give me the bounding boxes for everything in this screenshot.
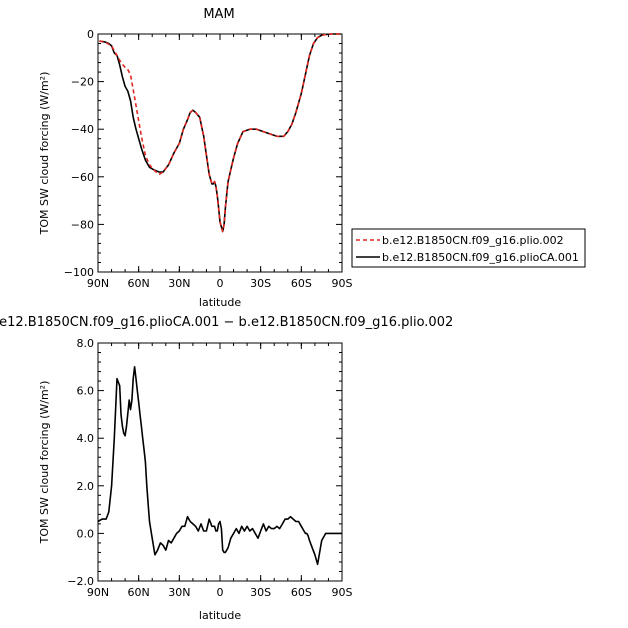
bottom-x-tick-label: 0 xyxy=(217,586,224,599)
bottom-y-tick-label: 0.0 xyxy=(77,527,95,540)
top-x-tick-label: 90N xyxy=(87,277,109,290)
bottom-y-axis-label: TOM SW cloud forcing (W/m²) xyxy=(38,381,51,545)
bottom-x-tick-label: 90N xyxy=(87,586,109,599)
bottom-x-tick-label: 30N xyxy=(168,586,190,599)
bottom-y-tick-label: 2.0 xyxy=(77,480,95,493)
top-x-tick-label: 90S xyxy=(332,277,353,290)
legend-box xyxy=(351,228,586,268)
legend-label-series-2: b.e12.B1850CN.f09_g16.plioCA.001 xyxy=(382,251,579,264)
bottom-y-tick-label: 8.0 xyxy=(77,337,95,350)
top-x-axis-label: latitude xyxy=(199,296,241,309)
top-y-tick-label: −40 xyxy=(71,123,94,136)
top-y-tick-label: −20 xyxy=(71,76,94,89)
bottom-chart-title: b.e12.B1850CN.f09_g16.plioCA.001 − b.e12… xyxy=(0,315,453,330)
bottom-y-tick-label: −2.0 xyxy=(67,575,94,588)
top-y-axis-label: TOM SW cloud forcing (W/m²) xyxy=(38,72,51,236)
top-y-tick-label: −80 xyxy=(71,218,94,231)
top-chart-title: MAM xyxy=(203,7,234,22)
legend: b.e12.B1850CN.f09_g16.plio.002 b.e12.B18… xyxy=(351,228,586,268)
bottom-x-tick-label: 90S xyxy=(332,586,353,599)
top-chart: MAM 90N 60N 30N 0 30S 60S 90S 0 −20 −40 −60 −80 −100… xyxy=(38,7,353,309)
top-y-tick-label: −100 xyxy=(64,266,94,279)
bottom-x-tick-label: 60N xyxy=(128,586,150,599)
legend-label-series-1: b.e12.B1850CN.f09_g16.plio.002 xyxy=(382,234,564,247)
top-y-tick-label: 0 xyxy=(87,28,94,41)
top-x-tick-label: 30S xyxy=(250,277,271,290)
top-x-tick-label: 60N xyxy=(128,277,150,290)
top-x-tick-label: 30N xyxy=(168,277,190,290)
bottom-chart: b.e12.B1850CN.f09_g16.plioCA.001 − b.e12… xyxy=(0,315,453,622)
bottom-y-tick-label: 4.0 xyxy=(77,432,95,445)
bottom-y-tick-label: 6.0 xyxy=(77,385,95,398)
top-x-tick-label: 60S xyxy=(291,277,312,290)
bottom-x-tick-label: 60S xyxy=(291,586,312,599)
top-y-tick-label: −60 xyxy=(71,171,94,184)
bottom-series-line-1 xyxy=(97,365,342,566)
bottom-x-axis-label: latitude xyxy=(199,609,241,622)
top-x-tick-label: 0 xyxy=(217,277,224,290)
bottom-x-tick-label: 30S xyxy=(250,586,271,599)
